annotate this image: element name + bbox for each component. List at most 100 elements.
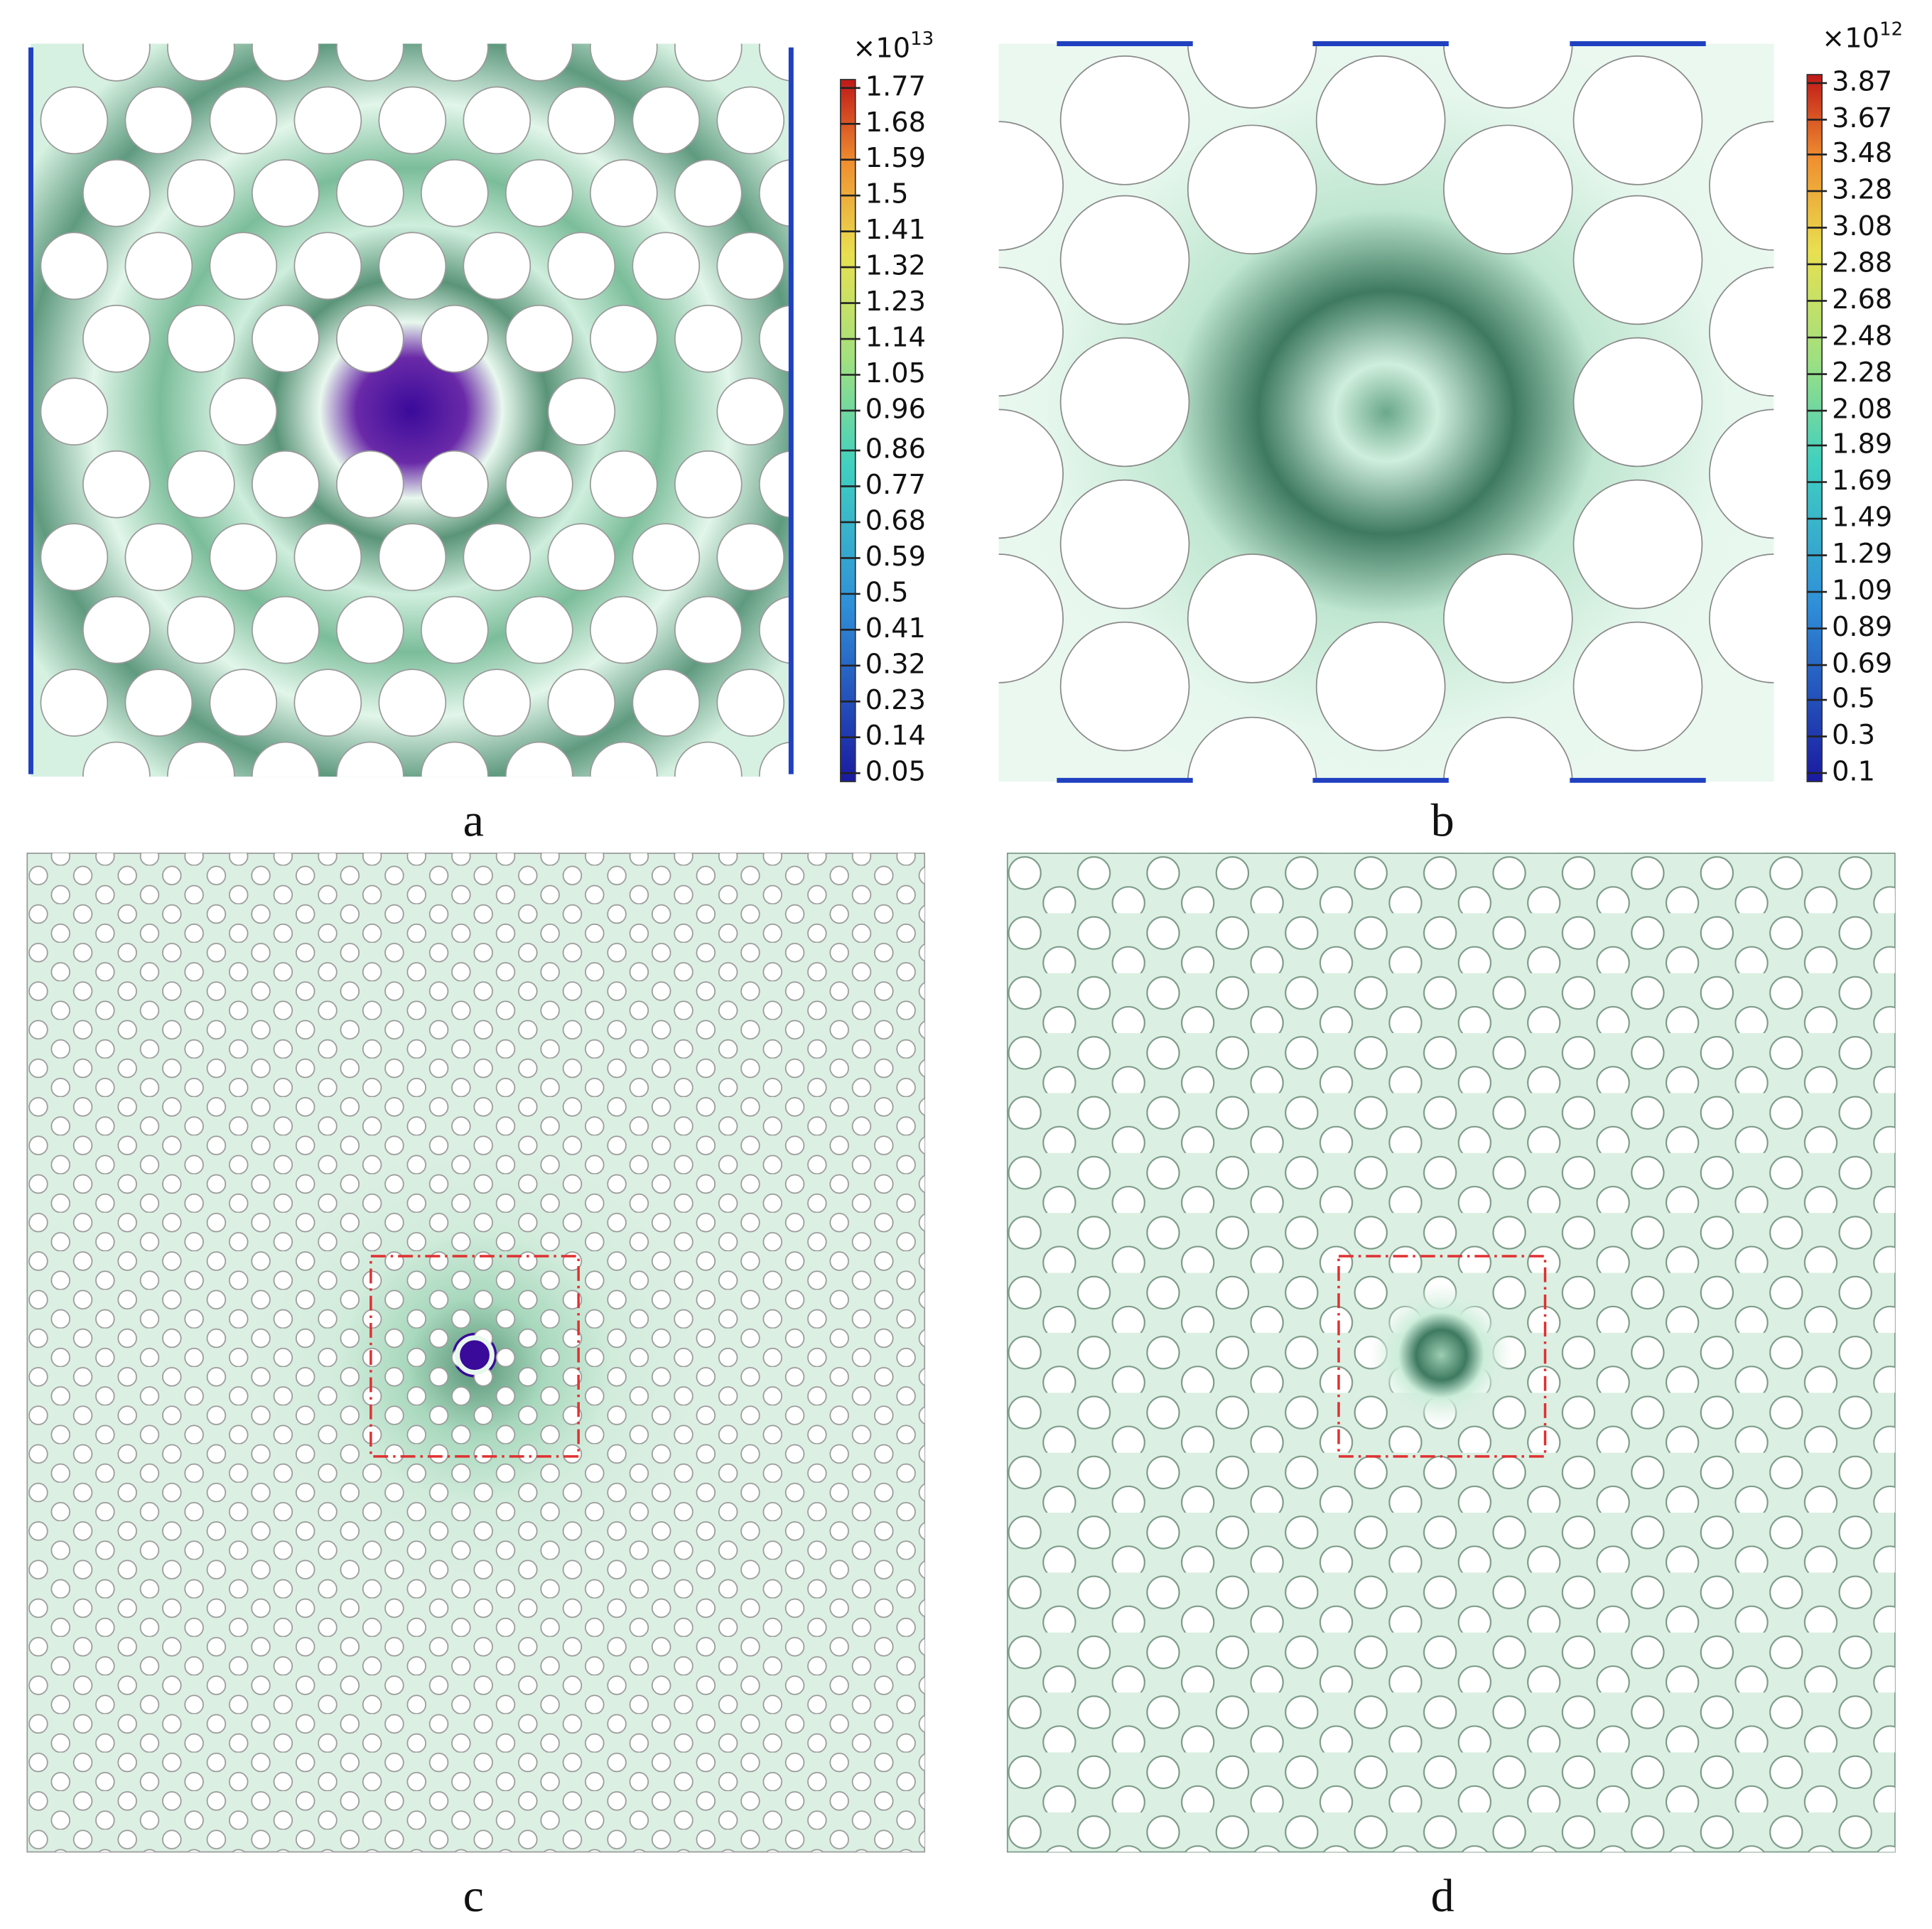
tick-label: 0.23 (865, 684, 926, 716)
hole (421, 43, 489, 82)
hole (40, 232, 109, 301)
hole (589, 304, 658, 373)
hole (1443, 43, 1573, 109)
tick-label: 1.23 (865, 286, 926, 318)
tick-label: 0.1 (1832, 756, 1875, 788)
hole (547, 377, 616, 446)
multiplier: ×10 (1822, 23, 1879, 55)
hole (504, 304, 573, 373)
hole (421, 741, 489, 777)
hole (1709, 266, 1774, 397)
hole (1709, 121, 1774, 251)
hole (716, 377, 785, 446)
hole (547, 86, 616, 155)
panel-d (1006, 853, 1896, 1853)
hole (124, 523, 193, 591)
hole (82, 595, 151, 664)
hole (758, 159, 792, 227)
tick-label: 1.89 (1832, 428, 1892, 460)
hole (1187, 553, 1317, 683)
tick-label: 2.68 (1832, 283, 1892, 315)
hole (167, 450, 235, 519)
colorbar-scale (1806, 74, 1823, 782)
tick-label: 1.49 (1832, 502, 1892, 534)
panel-label: c (463, 1870, 484, 1922)
tick-label: 0.68 (865, 504, 926, 536)
hole (547, 232, 616, 301)
hole (1572, 55, 1703, 185)
tick-label: 3.87 (1832, 65, 1892, 97)
hole (167, 304, 235, 373)
hole (463, 523, 531, 591)
hole (293, 523, 362, 591)
hole (420, 158, 489, 227)
hole (632, 669, 701, 737)
hole (209, 377, 278, 446)
hole (1709, 409, 1774, 539)
hole (1059, 195, 1190, 325)
tick-label: 1.77 (865, 70, 926, 102)
hole (589, 43, 658, 82)
hole (293, 669, 362, 737)
hole (1315, 621, 1446, 752)
tick-label: 0.32 (865, 648, 926, 680)
zoom-box (1337, 1255, 1547, 1458)
tick-label: 1.59 (865, 142, 926, 174)
hole (758, 450, 792, 519)
hole (589, 450, 658, 519)
hole (293, 232, 362, 301)
tick-label: 2.28 (1832, 357, 1892, 389)
hole (998, 553, 1064, 683)
hole (378, 86, 447, 155)
hole (716, 86, 785, 155)
panel-a (28, 43, 794, 777)
hole (1059, 479, 1190, 610)
hole (252, 741, 320, 777)
hole (758, 595, 792, 664)
tick-label: 0.59 (865, 541, 926, 573)
hole (82, 158, 151, 227)
tick-label: 3.08 (1832, 210, 1892, 242)
tick-label: 0.3 (1832, 719, 1875, 751)
colorbar-scale (840, 79, 856, 782)
field-core (455, 1335, 495, 1376)
hole (674, 450, 743, 519)
colorbar: ×1012 3.87 3.673.48 3.28 3.08 2.88 2.68 2.48 2.… (1806, 18, 1903, 788)
hole (336, 43, 404, 82)
hole (674, 741, 743, 777)
tick-label: 1.5 (865, 178, 909, 210)
hole (716, 523, 785, 591)
hole (1187, 124, 1317, 255)
hole (1059, 55, 1190, 185)
hole (1315, 55, 1446, 185)
exponent: 13 (910, 28, 934, 50)
hole (252, 158, 320, 227)
hole (504, 741, 573, 777)
hole (252, 304, 320, 373)
field-core (1369, 1283, 1513, 1427)
hole (40, 86, 109, 155)
colorbar-multiplier: ×1013 (853, 28, 934, 64)
panel-label: a (463, 795, 484, 847)
hole (674, 158, 743, 227)
hole (504, 43, 573, 82)
tick-label: 0.14 (865, 720, 926, 752)
tick-label: 1.29 (1832, 538, 1892, 570)
hole (420, 450, 489, 519)
hole (758, 43, 792, 82)
hole (293, 86, 362, 155)
hole (1059, 621, 1190, 752)
tick-label: 3.28 (1832, 173, 1892, 205)
hole (716, 669, 785, 737)
hole (758, 304, 792, 373)
holes (40, 43, 792, 777)
hole (674, 43, 743, 82)
hole (998, 121, 1064, 251)
hole (758, 741, 792, 777)
hole (463, 86, 531, 155)
hole (998, 409, 1064, 539)
hole (1442, 553, 1573, 683)
tick-label: 0.77 (865, 469, 926, 501)
hole (252, 595, 320, 664)
